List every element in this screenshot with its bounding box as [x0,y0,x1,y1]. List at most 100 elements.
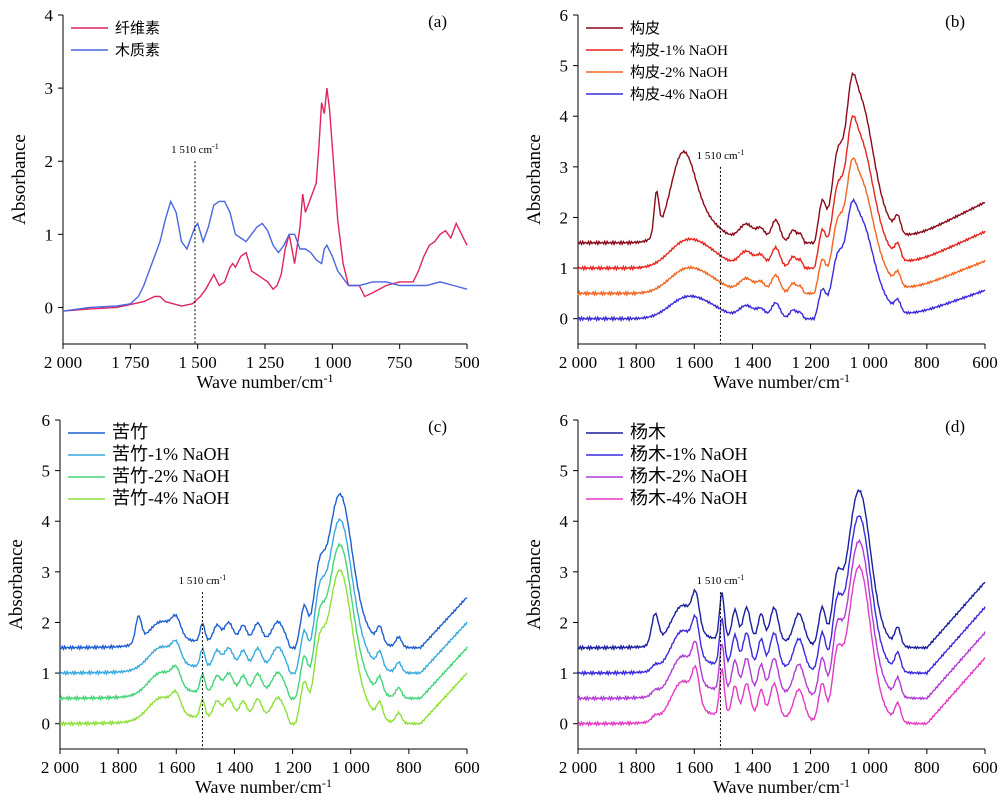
annotation-text: 1 510 cm [179,575,220,587]
series-line-2 [577,114,986,272]
x-tick-label: 1 800 [617,758,655,777]
legend-label: 构皮-2% NaOH [630,64,728,81]
annotation-sup: -1 [738,573,745,582]
annotation-sup: -1 [738,148,745,157]
legend-label: 构皮-4% NaOH [630,86,728,103]
x-axis-label-sup: -1 [840,371,850,385]
annotation-label: 1 510 cm-1 [171,142,219,156]
series-line-2 [59,517,468,677]
x-tick-label: 1 400 [733,758,771,777]
y-tick-label: 6 [42,411,51,430]
y-axis-label: Absorbance [524,134,545,225]
series-line-4 [577,197,986,323]
legend-label: 苦竹-2% NaOH [112,466,229,486]
y-tick-label: 1 [42,664,51,683]
x-axis-label-text: Wave number/cm [195,777,322,797]
series-line-1 [577,488,986,652]
panel-label: (b) [945,12,965,31]
x-tick-label: 1 000 [313,353,351,372]
x-tick-label: 2 000 [41,758,79,777]
x-tick-label: 1 200 [791,353,829,372]
x-tick-label: 2 000 [559,353,597,372]
panel-b: 0 1 2 3 4 5 6 2 000 1 800 1 600 1 400 1 200 1 000 800… [524,6,998,392]
y-tick-label: 5 [560,57,569,76]
series-line-3 [59,542,468,702]
y-tick-label: 0 [45,298,54,317]
y-tick-label: 1 [560,259,569,278]
x-axis-label-sup: -1 [324,371,334,385]
x-axis-label: Wave number/cm-1 [195,776,332,797]
y-tick-label: 2 [560,613,569,632]
x-tick-label: 1 200 [791,758,829,777]
panel-label: (a) [428,12,447,31]
y-tick-label: 3 [560,158,569,177]
y-tick-label: 3 [42,563,51,582]
legend-label: 构皮-1% NaOH [630,42,728,59]
x-axis-label-text: Wave number/cm [713,372,840,392]
y-tick-label: 0 [560,310,569,329]
legend-label: 苦竹-4% NaOH [112,488,229,508]
x-tick-label: 1 400 [733,353,771,372]
x-tick-label: 600 [972,758,998,777]
x-tick-label: 1 000 [850,758,888,777]
x-tick-label: 1 800 [99,758,137,777]
x-tick-label: 1 500 [179,353,217,372]
x-tick-label: 1 200 [273,758,311,777]
annotation-text: 1 510 cm [697,150,738,162]
x-tick-label: 600 [454,758,480,777]
x-tick-label: 1 600 [675,758,713,777]
series-line-2 [577,515,986,677]
x-tick-label: 2 000 [44,353,82,372]
x-axis-label-text: Wave number/cm [713,777,840,797]
legend-label: 苦竹 [112,422,148,442]
legend-label: 杨木-2% NaOH [630,466,747,486]
panel-c: 0 1 2 3 4 5 6 2 000 1 800 1 600 1 400 1 200 1 000 800… [6,411,480,797]
y-axis-label: Absorbance [9,134,30,225]
y-tick-label: 4 [560,512,569,531]
legend-label: 木质素 [115,42,160,59]
x-axis-label-sup: -1 [322,776,332,790]
panel-a: 0 1 2 3 4 2 000 1 750 1 500 1 250 1 000 750 500 Wave… [9,6,480,392]
annotation-label: 1 510 cm-1 [697,148,745,162]
series-line-3 [577,157,986,297]
legend-label: 苦竹-1% NaOH [112,444,229,464]
x-tick-label: 1 250 [246,353,284,372]
y-tick-label: 3 [45,79,54,98]
annotation-sup: -1 [212,142,219,151]
y-axis-label: Absorbance [524,539,545,630]
annotation-text: 1 510 cm [697,575,738,587]
y-tick-label: 2 [42,613,51,632]
y-tick-label: 5 [560,462,569,481]
annotation-sup: -1 [220,573,227,582]
x-tick-label: 800 [914,758,940,777]
x-axis-label: Wave number/cm-1 [196,371,333,392]
x-tick-label: 1 400 [215,758,253,777]
series-line-4 [577,563,986,727]
x-tick-label: 500 [454,353,480,372]
y-tick-label: 6 [560,6,569,25]
x-tick-label: 1 000 [850,353,888,372]
x-tick-label: 2 000 [559,758,597,777]
series-line-1 [577,71,986,247]
y-tick-label: 1 [560,664,569,683]
y-tick-label: 1 [45,225,54,244]
annotation-label: 1 510 cm-1 [697,573,745,587]
y-tick-label: 5 [42,462,51,481]
annotation-label: 1 510 cm-1 [179,573,227,587]
y-tick-label: 3 [560,563,569,582]
y-tick-label: 0 [560,715,569,734]
y-tick-label: 4 [560,107,569,126]
series-line-4 [59,568,468,727]
annotation-text: 1 510 cm [171,144,212,156]
legend-label: 构皮 [630,20,660,37]
x-tick-label: 1 000 [332,758,370,777]
x-tick-label: 1 600 [675,353,713,372]
panel-label: (d) [945,417,965,436]
y-tick-label: 4 [45,6,54,25]
y-axis-label: Absorbance [6,539,27,630]
x-tick-label: 800 [396,758,422,777]
legend-label: 杨木 [630,422,666,442]
series-line-1 [59,492,468,652]
legend-label: 纤维素 [115,20,160,37]
